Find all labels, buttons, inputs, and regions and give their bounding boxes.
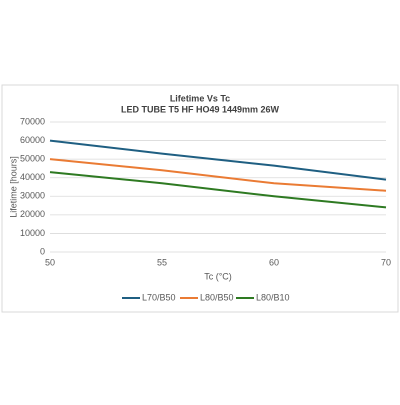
y-tick-label: 50000	[20, 154, 45, 164]
y-tick-label: 30000	[20, 191, 45, 201]
chart-subtitle: LED TUBE T5 HF HO49 1449mm 26W	[121, 104, 280, 114]
x-tick-label: 55	[157, 257, 167, 267]
y-tick-label: 20000	[20, 209, 45, 219]
y-tick-label: 70000	[20, 116, 45, 126]
y-tick-label: 10000	[20, 228, 45, 238]
data-line	[49, 139, 387, 181]
y-axis-label: Lifetime [hours]	[8, 156, 18, 218]
y-tick-label: 0	[40, 246, 45, 256]
legend-label: L80/B10	[256, 292, 290, 302]
chart-title: Lifetime Vs Tc	[170, 93, 230, 103]
y-tick-label: 40000	[20, 172, 45, 182]
x-tick-label: 70	[381, 257, 391, 267]
data-line	[49, 171, 387, 209]
x-tick-label: 60	[269, 257, 279, 267]
legend-label: L70/B50	[142, 292, 176, 302]
chart-frame	[1, 84, 399, 313]
data-line	[49, 158, 387, 192]
x-axis-label: Tc (°C)	[204, 271, 232, 281]
x-tick-label: 50	[45, 257, 55, 267]
y-tick-label: 60000	[20, 135, 45, 145]
legend-label: L80/B50	[200, 292, 234, 302]
